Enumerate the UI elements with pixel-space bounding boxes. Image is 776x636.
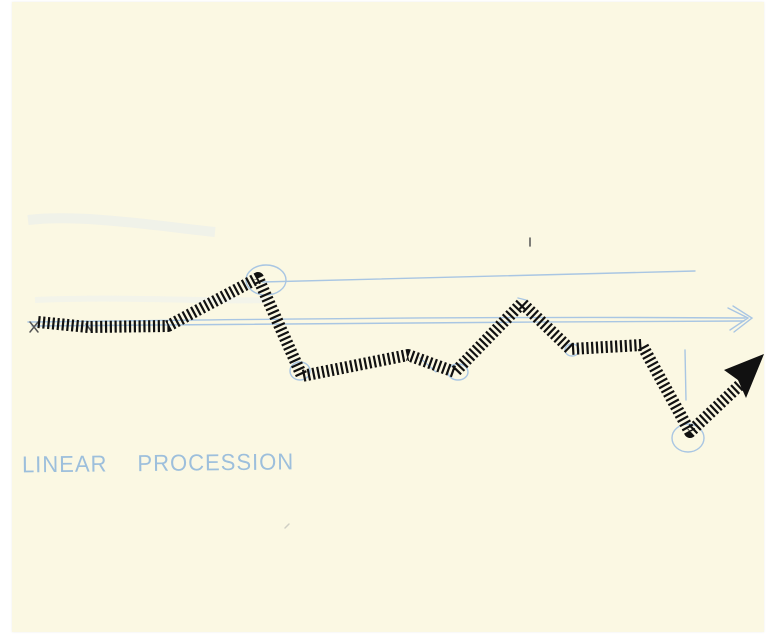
guide-arrow-icon xyxy=(727,307,750,331)
caption-word-procession: PROCESSION xyxy=(137,448,295,477)
upper-guide-line xyxy=(261,270,696,283)
arrowhead-icon xyxy=(724,354,764,398)
node-circle xyxy=(289,361,311,381)
guide-arrow-icon-2 xyxy=(732,305,754,333)
x-mark xyxy=(29,321,39,333)
main-guide-line xyxy=(27,316,746,323)
pencil-mark xyxy=(684,349,687,401)
main-guide-line-2 xyxy=(31,320,745,327)
procession-line xyxy=(37,272,747,438)
caption-text: LINEAR PROCESSION xyxy=(22,448,294,478)
caption-word-linear: LINEAR xyxy=(21,450,108,478)
faint-smudge xyxy=(34,295,271,304)
node-circle xyxy=(671,423,705,453)
dot-mark xyxy=(284,523,290,529)
faint-smudge xyxy=(27,213,216,237)
pencil-mark xyxy=(517,297,527,301)
hatched-trail xyxy=(37,272,747,438)
